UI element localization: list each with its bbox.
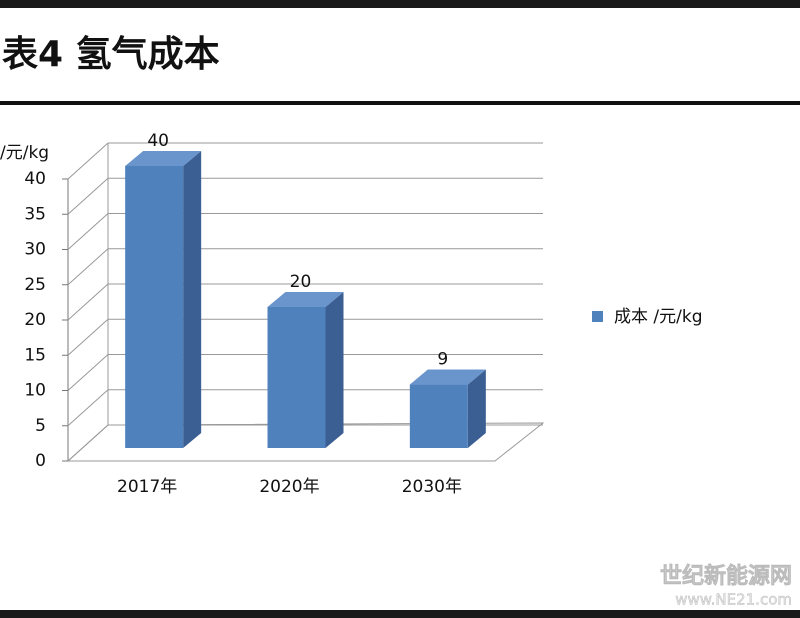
bar-top <box>125 151 202 166</box>
x-tick-label: 2020年 <box>259 477 319 497</box>
grid-line <box>67 142 109 180</box>
y-tick-label: 10 <box>24 381 46 401</box>
watermark: 世纪新能源网 <box>660 563 792 589</box>
grid-line <box>67 354 109 391</box>
data-label: 20 <box>290 272 312 292</box>
chart-title: 表4 氢气成本 <box>2 34 220 75</box>
grid-line <box>67 318 109 356</box>
bar-top <box>267 292 344 307</box>
bottom-bar <box>0 610 800 618</box>
bar-top <box>409 369 486 385</box>
y-tick-label: 40 <box>24 169 46 189</box>
bar <box>409 384 468 448</box>
legend-swatch <box>592 311 603 322</box>
y-tick-label: 35 <box>24 204 46 224</box>
bar-side <box>467 369 486 448</box>
grid-line <box>67 389 109 427</box>
y-tick-label: 15 <box>24 345 46 365</box>
bar <box>125 166 184 448</box>
grid-line <box>67 283 109 321</box>
bar <box>267 307 326 448</box>
data-label: 9 <box>437 350 448 370</box>
grid-line <box>67 177 109 215</box>
y-tick-label: 5 <box>35 416 46 436</box>
y-tick-label: 30 <box>24 240 46 260</box>
y-axis-label: /元/kg <box>0 143 49 163</box>
y-tick-label: 0 <box>35 451 46 471</box>
legend-label: 成本 /元/kg <box>614 307 703 327</box>
data-label: 40 <box>147 131 169 151</box>
bar-side <box>325 292 344 448</box>
grid-line <box>67 424 109 462</box>
watermark: www.NE21.com <box>675 591 792 609</box>
title-rule <box>0 101 800 105</box>
grid-line <box>67 213 109 250</box>
x-tick-label: 2030年 <box>402 477 462 497</box>
bar-side <box>183 151 202 448</box>
y-tick-label: 20 <box>24 310 46 330</box>
top-bar <box>0 0 800 8</box>
y-tick-label: 25 <box>24 275 46 295</box>
x-tick-label: 2017年 <box>117 477 177 497</box>
grid-line <box>67 248 109 286</box>
